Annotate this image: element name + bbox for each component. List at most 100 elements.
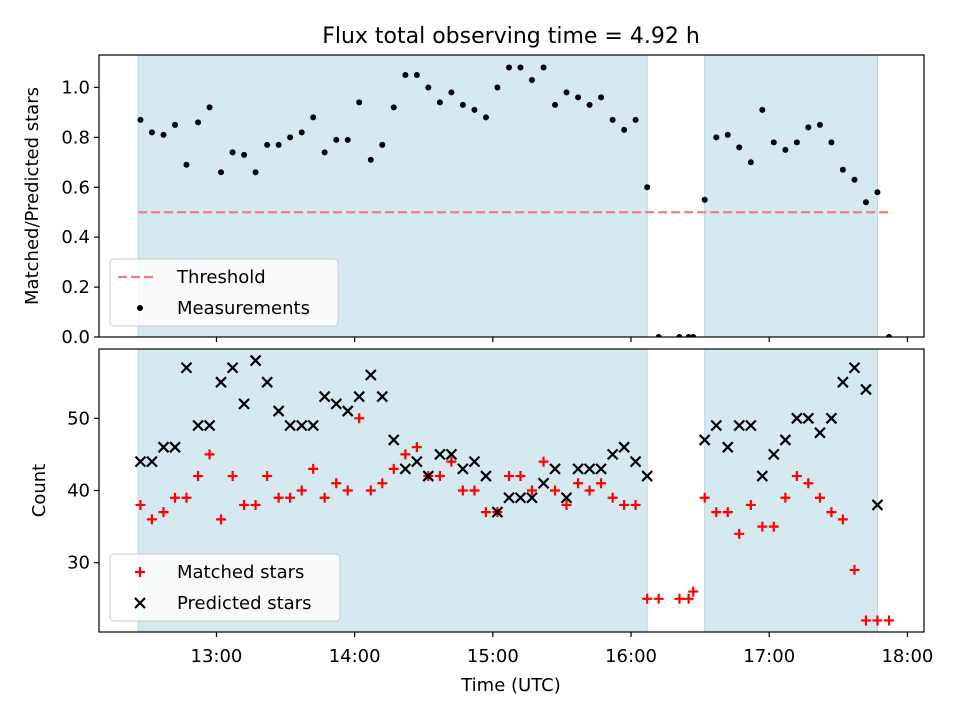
legend-box: [109, 258, 339, 327]
data-point: [653, 593, 664, 604]
data-point: [722, 507, 733, 518]
data-point: [399, 463, 412, 475]
legend-box: [109, 553, 341, 622]
data-point: [434, 448, 446, 461]
data-point: [872, 615, 883, 626]
data-point: [598, 94, 605, 101]
legend-label: Predicted stars: [177, 593, 311, 614]
data-point: [782, 146, 789, 153]
data-point: [621, 126, 628, 133]
data-point: [745, 499, 756, 510]
data-point: [471, 106, 478, 113]
y-axis-label-1: Count: [29, 464, 50, 517]
legend-1: Matched stars Predicted stars: [109, 553, 341, 622]
data-point: [526, 485, 537, 496]
legend-handle: [135, 567, 145, 577]
data-point: [837, 376, 849, 388]
x-tick-label: 18:00: [881, 646, 933, 667]
data-point: [676, 334, 683, 337]
data-point: [607, 492, 618, 503]
data-point: [504, 471, 515, 482]
data-point: [354, 413, 365, 424]
data-point: [321, 149, 328, 156]
data-point: [295, 419, 308, 432]
data-point: [724, 131, 731, 138]
data-point: [837, 514, 848, 525]
y-tick-label: 1.0: [61, 77, 90, 98]
data-point: [172, 121, 179, 128]
data-point: [425, 84, 432, 91]
data-point: [851, 176, 858, 183]
data-point: [365, 485, 376, 496]
panel-top: 0.0 0.2 0.4 0.6 0.8 1.0 Matched/Predicted star…: [22, 54, 925, 348]
x-tick-label: 13:00: [191, 646, 243, 667]
x-tick-label: 17:00: [743, 646, 795, 667]
data-point: [515, 471, 526, 482]
data-point: [537, 477, 550, 490]
data-point: [803, 478, 814, 489]
data-point: [710, 419, 723, 432]
data-point: [436, 99, 443, 106]
data-point: [632, 116, 639, 123]
series-matched-stars: [135, 413, 895, 626]
data-point: [480, 507, 491, 518]
axes-frame-0: [98, 54, 925, 338]
data-point: [816, 121, 823, 128]
data-point: [860, 383, 872, 396]
data-point: [226, 361, 239, 374]
data-point: [457, 463, 469, 475]
x-axis-label: Time (UTC): [460, 675, 561, 696]
data-point: [711, 507, 722, 518]
data-point: [134, 455, 147, 468]
x-tick-label: 14:00: [329, 646, 381, 667]
data-point: [376, 390, 389, 403]
data-point: [884, 615, 895, 626]
legend-label: Matched stars: [177, 562, 304, 583]
data-point: [825, 412, 838, 425]
data-point: [344, 136, 351, 143]
data-point: [206, 104, 213, 111]
data-point: [517, 64, 524, 71]
y-tick-label: 0.4: [61, 227, 90, 248]
y-axis-label-0: Matched/Predicted stars: [22, 87, 43, 305]
data-point: [586, 101, 593, 108]
data-point: [814, 426, 826, 439]
data-point: [685, 334, 692, 337]
data-point: [160, 131, 167, 138]
y-tick-label: 0.2: [61, 277, 90, 298]
data-point: [215, 376, 227, 388]
y-tick-label: 40: [67, 481, 90, 502]
data-point: [733, 419, 746, 432]
data-point: [388, 463, 399, 474]
data-point: [390, 104, 397, 111]
data-point: [181, 492, 192, 503]
data-point: [791, 471, 802, 482]
data-point: [683, 593, 694, 604]
data-point: [480, 470, 492, 482]
data-point: [227, 471, 238, 482]
observing-window-2: [704, 54, 878, 338]
legend-label: Threshold: [176, 267, 266, 288]
data-point: [655, 334, 662, 337]
data-point: [218, 169, 225, 176]
data-point: [619, 499, 630, 510]
data-point: [135, 499, 146, 510]
data-point: [387, 434, 400, 446]
data-point: [170, 492, 181, 503]
data-point: [459, 101, 466, 108]
data-point: [768, 448, 780, 461]
data-point: [630, 499, 641, 510]
data-point: [411, 442, 422, 453]
data-point: [734, 528, 745, 539]
data-point: [573, 478, 584, 489]
data-point: [550, 485, 561, 496]
data-point: [540, 64, 547, 71]
data-point: [367, 156, 374, 163]
data-point: [365, 369, 377, 381]
data-point: [330, 398, 343, 410]
data-point: [721, 441, 734, 453]
data-point: [308, 463, 319, 474]
data-point: [422, 470, 435, 482]
data-point: [791, 412, 803, 425]
data-point: [757, 521, 768, 532]
